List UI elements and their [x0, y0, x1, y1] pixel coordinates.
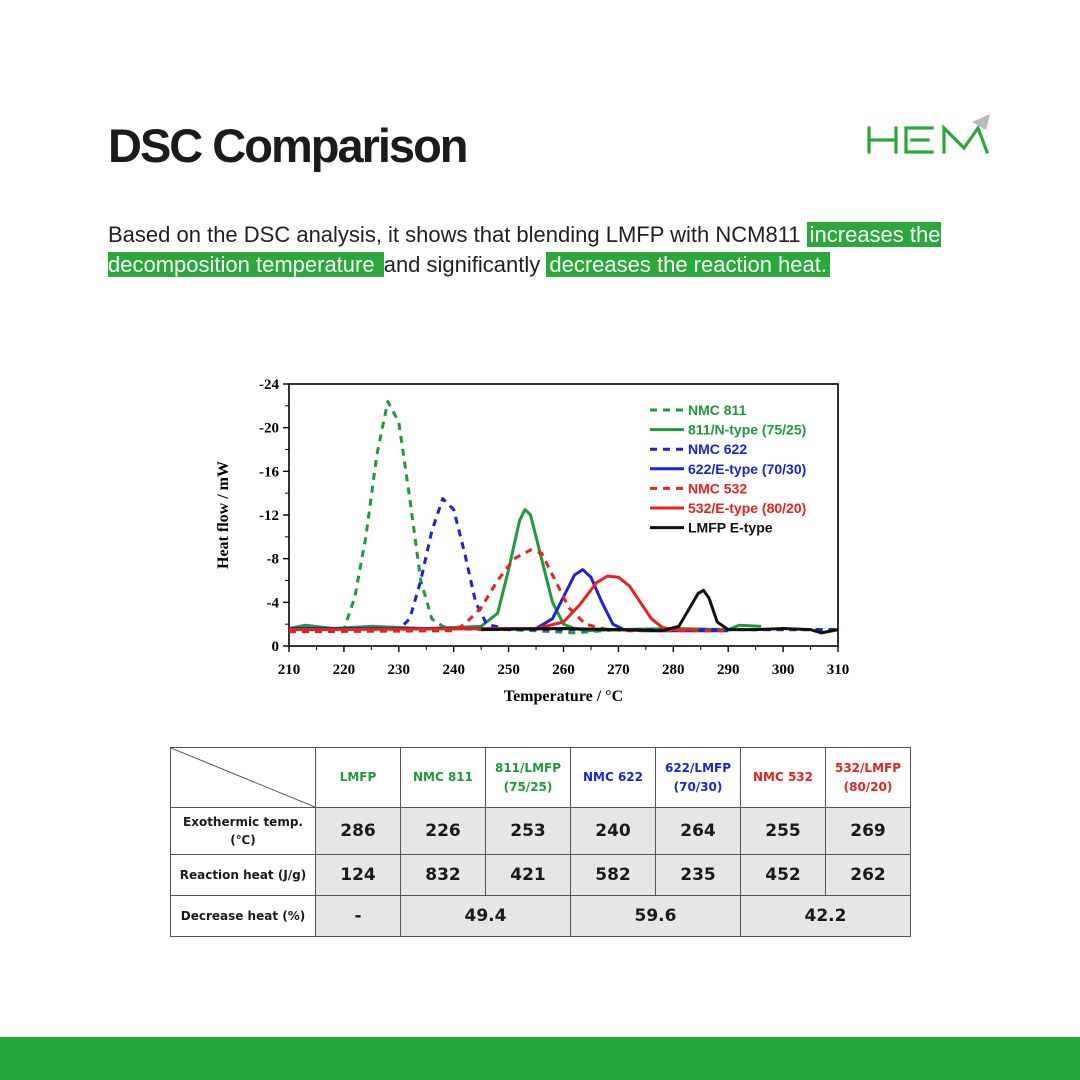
x-tick-label: 230: [388, 662, 411, 678]
table-cell: 255: [740, 807, 826, 855]
table-cell: 582: [570, 854, 656, 896]
legend-label: NMC 622: [688, 441, 747, 457]
header-label-line: 532/LMFP: [834, 760, 901, 775]
y-tick-label: -20: [259, 421, 279, 437]
y-tick-label: -8: [267, 552, 280, 568]
row-label-decrease-heat: Decrease heat (%): [170, 895, 316, 937]
table-cell: 240: [570, 807, 656, 855]
x-tick-label: 220: [333, 662, 356, 678]
table-cell: -: [315, 895, 401, 937]
header-label-line: (70/30): [673, 779, 723, 794]
x-tick-label: 300: [772, 662, 795, 678]
x-tick-label: 250: [497, 662, 519, 678]
table-cell: 262: [825, 854, 911, 896]
table-cell: 421: [485, 854, 571, 896]
x-tick-label: 210: [278, 662, 301, 678]
legend-label: NMC 532: [688, 480, 747, 496]
intro-text-2: and significantly: [383, 252, 547, 277]
table-cell: 264: [655, 807, 741, 855]
series-line: [288, 548, 729, 634]
x-tick-label: 280: [662, 662, 685, 678]
table-cell: 452: [740, 854, 826, 896]
x-axis-label: Temperature / °C: [504, 688, 623, 705]
dsc-comparison-table: LMFP NMC 811 811/LMFP (75/25) NMC 622 622…: [170, 747, 911, 937]
legend-label: 622/E-type (70/30): [688, 461, 806, 477]
y-tick-label: -4: [267, 595, 280, 611]
header-label-line: LMFP: [339, 770, 377, 784]
header-nmc622: NMC 622: [570, 747, 656, 808]
table-cell-622-decrease: 59.6: [570, 895, 741, 937]
y-tick-label: -24: [259, 377, 279, 393]
table-cell: 226: [400, 807, 486, 855]
header-811-lmfp: 811/LMFP (75/25): [485, 747, 571, 808]
table-cell: 124: [315, 854, 401, 896]
header-label-line: 622/LMFP: [664, 760, 731, 775]
table-row-reaction-heat: Reaction heat (J/g) 124 832 421 582 235 …: [170, 854, 911, 896]
series-line: [289, 568, 729, 633]
header-label-line: 811/LMFP: [494, 760, 561, 775]
table-cell: 235: [655, 854, 741, 896]
y-tick-label: -12: [259, 508, 279, 524]
legend-label: 532/E-type (80/20): [688, 500, 806, 516]
y-tick-label: 0: [272, 639, 280, 655]
row-label-line: (℃): [230, 833, 256, 847]
intro-text-1: Based on the DSC analysis, it shows that…: [108, 222, 807, 247]
table-cell: 253: [485, 807, 571, 855]
x-tick-label: 310: [827, 662, 850, 678]
table-header-row: LMFP NMC 811 811/LMFP (75/25) NMC 622 622…: [170, 747, 911, 808]
legend-label: LMFP E-type: [688, 520, 773, 536]
table-row-exothermic-temp: Exothermic temp. (℃) 286 226 253 240 264…: [170, 807, 911, 855]
table-cell: 286: [315, 807, 401, 855]
y-tick-label: -16: [259, 464, 279, 480]
legend-label: NMC 811: [688, 402, 747, 418]
header-label-line: (80/20): [843, 779, 893, 794]
header-nmc532: NMC 532: [740, 747, 826, 808]
page-title: DSC Comparison: [108, 119, 468, 172]
header-532-lmfp: 532/LMFP (80/20): [825, 747, 911, 808]
legend-label: 811/N-type (75/25): [688, 422, 806, 438]
x-tick-label: 260: [552, 662, 575, 678]
y-axis-label: Heat flow / mW: [215, 461, 232, 569]
table-row-decrease-heat: Decrease heat (%) - 49.4 59.6 42.2: [170, 895, 911, 937]
hcm-logo: [867, 114, 990, 155]
table-corner-cell: [170, 747, 316, 808]
header-label-line: NMC 532: [752, 770, 814, 784]
series-line: [481, 588, 839, 635]
series-line: [288, 574, 696, 632]
table-cell-532-decrease: 42.2: [740, 895, 911, 937]
header-label-line: NMC 811: [412, 770, 474, 784]
header-622-lmfp: 622/LMFP (70/30): [655, 747, 741, 808]
row-label-line: Exothermic temp.: [183, 815, 303, 829]
header-label-line: (75/25): [503, 779, 553, 794]
footer-brand-bar: [0, 1037, 1080, 1080]
table-cell: 832: [400, 854, 486, 896]
table-cell: 269: [825, 807, 911, 855]
x-tick-label: 240: [442, 662, 465, 678]
table-cell-811-decrease: 49.4: [400, 895, 571, 937]
row-label-exothermic-temp: Exothermic temp. (℃): [170, 807, 316, 855]
x-tick-label: 270: [607, 662, 630, 678]
header-nmc811: NMC 811: [400, 747, 486, 808]
header-lmfp: LMFP: [315, 747, 401, 808]
header-label-line: NMC 622: [582, 770, 644, 784]
row-label-reaction-heat: Reaction heat (J/g): [170, 854, 316, 896]
x-tick-label: 290: [717, 662, 740, 678]
intro-highlight-2: decreases the reaction heat.: [546, 252, 830, 277]
dsc-chart: 210 220 230 240 250 260 270 280 290 300 310 0 -4 -8 -1…: [215, 377, 850, 705]
intro-paragraph: Based on the DSC analysis, it shows that…: [108, 220, 988, 280]
series-line: [289, 497, 838, 632]
